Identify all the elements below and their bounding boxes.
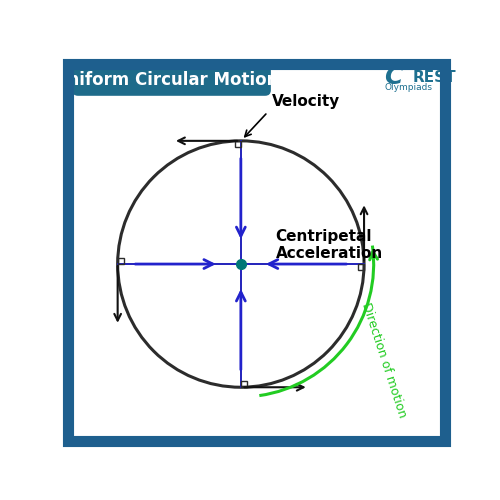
Text: Olympiads: Olympiads	[384, 83, 432, 92]
Text: REST: REST	[412, 70, 456, 85]
Bar	[234, 141, 241, 147]
FancyBboxPatch shape	[72, 64, 271, 96]
Bar	[118, 258, 124, 264]
Text: Velocity: Velocity	[272, 94, 340, 110]
Text: Centripetal
Acceleration: Centripetal Acceleration	[276, 228, 383, 261]
Text: Uniform Circular Motion: Uniform Circular Motion	[54, 70, 278, 88]
Bar	[358, 264, 364, 270]
Text: Direction of motion: Direction of motion	[359, 301, 408, 420]
Text: C: C	[384, 66, 402, 90]
Bar	[241, 381, 247, 388]
